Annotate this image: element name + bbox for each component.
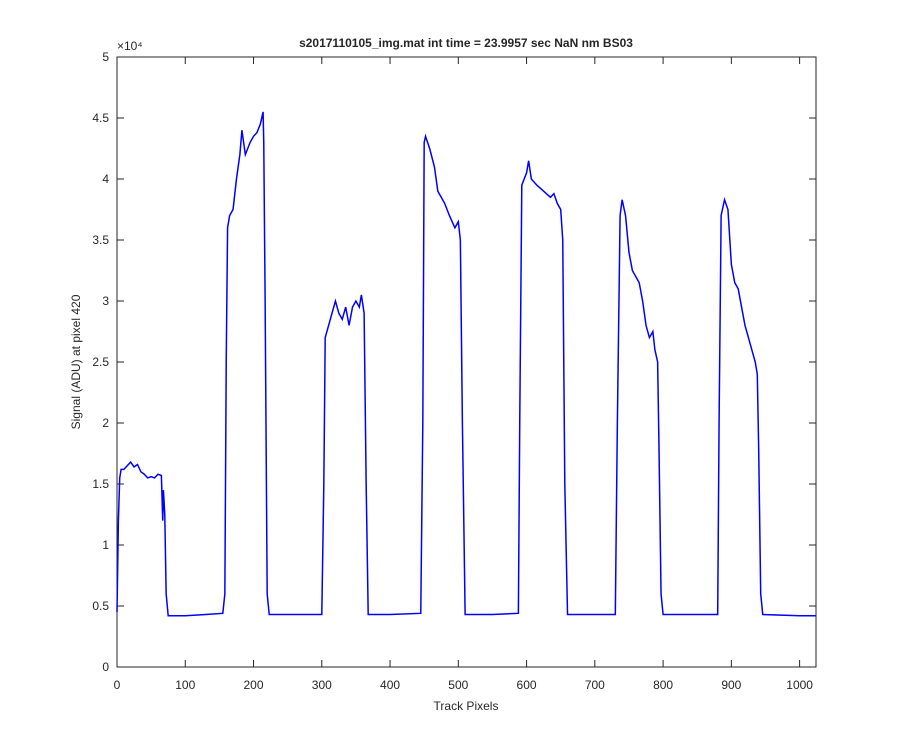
x-tick-label: 800 (653, 678, 673, 692)
y-tick-label: 1 (102, 538, 109, 552)
y-tick-label: 4.5 (92, 111, 109, 125)
x-tick-label: 100 (175, 678, 195, 692)
x-tick-label: 400 (380, 678, 400, 692)
x-tick-label: 200 (244, 678, 264, 692)
y-tick-label: 2 (102, 416, 109, 430)
data-line (116, 111, 816, 617)
x-tick-label: 500 (448, 678, 468, 692)
plot-box (116, 56, 817, 668)
x-tick-label: 600 (517, 678, 537, 692)
x-tick-label: 900 (721, 678, 741, 692)
y-tick-label: 3.5 (92, 233, 109, 247)
y-tick-label: 2.5 (92, 355, 109, 369)
x-tick-label: 700 (585, 678, 605, 692)
x-tick-label: 1000 (786, 678, 813, 692)
y-tick-label: 4 (102, 172, 109, 186)
y-axis-label: Signal (ADU) at pixel 420 (69, 294, 83, 429)
y-tick-label: 5 (102, 50, 109, 64)
y-tick-label: 0 (102, 660, 109, 674)
chart-title: s2017110105_img.mat int time = 23.9957 s… (299, 36, 633, 50)
y-exponent-label: ×10⁴ (117, 39, 143, 53)
x-tick-label: 0 (114, 678, 121, 692)
x-tick-label: 300 (312, 678, 332, 692)
y-tick-label: 0.5 (92, 599, 109, 613)
y-tick-label: 1.5 (92, 477, 109, 491)
x-axis-label: Track Pixels (434, 699, 499, 713)
y-tick-label: 3 (102, 294, 109, 308)
